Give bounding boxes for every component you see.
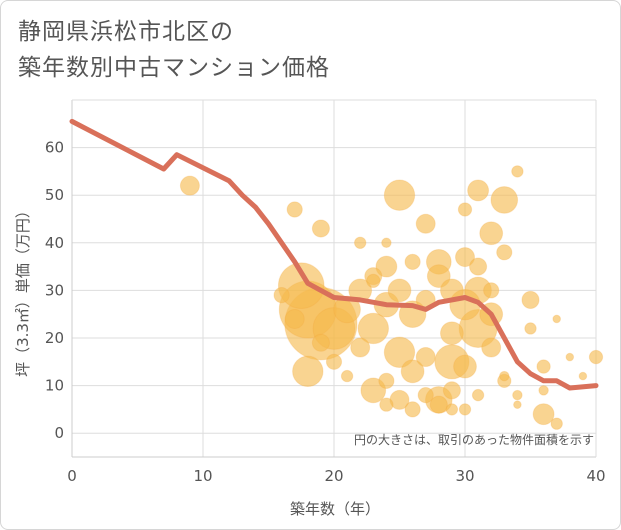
y-tick-label: 60 xyxy=(45,139,64,157)
data-point xyxy=(479,221,504,246)
data-point xyxy=(467,179,490,202)
bubble-layer xyxy=(179,165,604,430)
data-point xyxy=(524,322,537,335)
data-point xyxy=(378,372,395,389)
data-point xyxy=(565,352,575,362)
data-point xyxy=(490,186,519,214)
data-point xyxy=(311,219,330,238)
data-point xyxy=(292,355,324,388)
data-point xyxy=(383,179,416,211)
data-point xyxy=(379,397,394,412)
data-point xyxy=(453,354,477,379)
y-tick-label: 30 xyxy=(45,281,64,299)
data-point xyxy=(512,389,523,401)
data-point xyxy=(284,308,305,329)
data-point xyxy=(333,295,361,324)
data-point xyxy=(325,353,343,370)
data-point xyxy=(511,165,524,178)
data-point xyxy=(445,403,459,416)
x-tick-label: 0 xyxy=(67,467,77,485)
x-tick-label: 30 xyxy=(455,467,474,485)
data-point xyxy=(350,337,371,358)
data-point xyxy=(277,262,325,309)
data-point xyxy=(521,290,540,309)
y-tick-label: 10 xyxy=(45,377,64,395)
data-point xyxy=(513,400,522,409)
data-point xyxy=(387,278,412,303)
chart-title-line-2: 築年数別中古マンション価格 xyxy=(18,55,330,81)
data-point xyxy=(286,201,303,218)
data-point xyxy=(536,359,551,374)
data-point xyxy=(578,371,588,381)
data-point xyxy=(340,369,354,383)
data-point xyxy=(354,236,367,250)
x-axis-label: 築年数（年） xyxy=(290,500,380,518)
data-point xyxy=(381,237,392,249)
chart-title-line-1: 静岡県浜松市北区の xyxy=(18,19,234,45)
data-point xyxy=(375,255,398,278)
data-point xyxy=(552,314,562,324)
data-point xyxy=(311,333,330,352)
data-point xyxy=(469,257,488,276)
chart-title: 静岡県浜松市北区の 築年数別中古マンション価格 xyxy=(18,14,330,86)
data-point xyxy=(179,175,200,196)
data-point xyxy=(499,370,510,382)
y-tick-label: 40 xyxy=(45,234,64,252)
data-point xyxy=(440,321,464,346)
data-point xyxy=(417,387,434,404)
data-point xyxy=(538,385,549,396)
y-tick-label: 50 xyxy=(45,186,64,204)
data-point xyxy=(400,359,425,384)
data-point xyxy=(455,247,475,268)
data-point xyxy=(481,337,502,358)
data-point xyxy=(429,395,448,414)
data-point xyxy=(442,381,461,400)
y-tick-label: 20 xyxy=(45,329,64,347)
data-point xyxy=(496,244,513,261)
line-layer xyxy=(69,118,599,391)
data-point xyxy=(471,388,485,402)
data-point xyxy=(273,287,290,304)
data-point xyxy=(404,253,421,270)
data-point xyxy=(415,347,436,368)
grid-layer xyxy=(71,99,597,458)
y-tick-label: 0 xyxy=(54,424,64,442)
data-point xyxy=(415,213,436,234)
data-point xyxy=(458,403,472,416)
bubble-size-note: 円の大きさは、取引のあった物件面積を示す xyxy=(354,432,594,447)
data-point xyxy=(457,202,473,217)
data-point xyxy=(588,349,604,365)
data-point xyxy=(360,377,387,404)
x-tick-label: 10 xyxy=(193,467,212,485)
data-point xyxy=(357,312,389,345)
data-point xyxy=(532,403,555,426)
x-tick-label: 20 xyxy=(324,467,343,485)
data-point xyxy=(404,401,421,418)
axis-layer: 0 10 20 30 40 0 10 20 30 40 50 60 xyxy=(45,139,606,485)
y-axis-label: 坪（3.3㎡）単価（万円） xyxy=(14,203,32,377)
data-point xyxy=(483,282,500,299)
data-point xyxy=(383,336,416,368)
series-line xyxy=(69,118,599,391)
data-point xyxy=(366,273,381,289)
data-point xyxy=(550,417,563,430)
x-tick-label: 40 xyxy=(586,467,605,485)
